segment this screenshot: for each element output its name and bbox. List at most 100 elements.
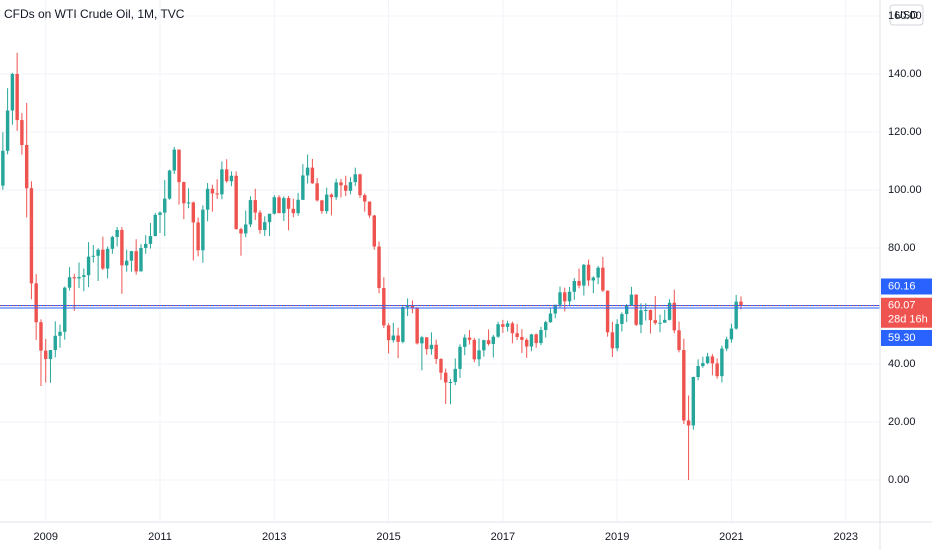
candle-body — [434, 344, 438, 360]
candle-body — [324, 194, 329, 212]
candle-body — [501, 324, 505, 327]
candle-body — [401, 307, 405, 342]
x-tick-label: 2019 — [605, 531, 629, 543]
candle-body — [229, 175, 234, 182]
candle-body — [220, 169, 224, 195]
candle-body — [658, 322, 662, 324]
candle-body — [234, 175, 238, 230]
candle-body — [158, 212, 162, 215]
candle-body — [410, 305, 415, 308]
candle-body — [477, 350, 481, 360]
candle-body — [34, 283, 38, 323]
candle-body — [691, 377, 696, 426]
price-label-bg — [881, 278, 932, 295]
candle-body — [10, 73, 15, 111]
candle-body — [167, 170, 172, 199]
candle-body — [624, 305, 629, 315]
price-label-bg — [881, 329, 932, 346]
candle-body — [148, 236, 153, 244]
candle-body — [415, 307, 419, 344]
candle-body — [591, 277, 596, 281]
candle-body — [420, 337, 424, 344]
candle-body — [463, 337, 467, 347]
candle-body — [620, 314, 624, 324]
candle-body — [124, 260, 129, 266]
candle-body — [301, 175, 305, 200]
candle-body — [586, 264, 591, 281]
candle-body — [377, 246, 381, 288]
y-tick-label: 40.00 — [888, 358, 916, 370]
candle-body — [329, 194, 334, 198]
candle-body — [277, 197, 281, 214]
currency-label[interactable]: USD — [895, 9, 918, 21]
candle-body — [734, 301, 738, 329]
y-tick-label: 120.00 — [888, 126, 922, 138]
candle-body — [601, 267, 605, 291]
candle-body — [472, 339, 476, 360]
candle-body — [205, 188, 210, 210]
candle-body — [20, 120, 24, 145]
candle-body — [482, 340, 486, 351]
currency-button[interactable] — [889, 4, 924, 26]
candle-body — [715, 363, 719, 377]
candle-body — [653, 320, 657, 324]
candle-body — [629, 294, 634, 306]
last-price-label: 60.07 — [888, 300, 916, 312]
candle-body — [339, 182, 343, 186]
candle-body — [563, 292, 567, 302]
candle-body — [210, 188, 215, 194]
candle-body — [182, 182, 186, 204]
plot-area — [0, 0, 880, 522]
candle-body — [139, 247, 143, 272]
candle-body — [120, 229, 124, 266]
candle-body — [263, 222, 267, 230]
candle-body — [567, 291, 572, 302]
candle-body — [258, 212, 262, 230]
candle-body — [372, 215, 376, 247]
candle-body — [739, 301, 743, 306]
candle-body — [105, 248, 110, 269]
x-tick-label: 2009 — [33, 531, 57, 543]
candle-body — [272, 197, 276, 214]
candle-body — [367, 201, 372, 216]
candle-body — [491, 336, 496, 344]
candle-body — [196, 222, 200, 251]
x-tick-label: 2021 — [719, 531, 743, 543]
candle-body — [701, 363, 705, 366]
candle-body — [224, 169, 229, 182]
x-tick-label: 2017 — [491, 531, 515, 543]
candle-body — [177, 149, 181, 183]
candle-body — [315, 183, 319, 201]
candle-body — [239, 229, 243, 234]
candle-body — [24, 145, 29, 189]
candle-body — [610, 332, 615, 349]
candle-body — [15, 73, 19, 121]
x-tick-label: 2023 — [833, 531, 857, 543]
candle-body — [215, 193, 219, 195]
candle-body — [582, 264, 586, 286]
last-price-bg — [881, 297, 932, 328]
candle-body — [310, 167, 315, 184]
candle-body — [358, 174, 362, 196]
candle-body — [44, 350, 48, 360]
candle-body — [553, 304, 557, 314]
candle-body — [163, 198, 167, 213]
candle-body — [558, 292, 562, 305]
y-tick-label: 80.00 — [888, 242, 916, 254]
chart-title: CFDs on WTI Crude Oil, 1M, TVC — [4, 7, 185, 21]
candle-body — [344, 185, 348, 191]
candle-body — [391, 335, 396, 341]
candle-body — [515, 333, 519, 337]
candle-body — [267, 213, 272, 223]
candle-body — [729, 328, 734, 340]
candle-body — [58, 331, 62, 336]
candle-body — [29, 188, 34, 284]
candle-body — [467, 337, 472, 340]
candle-body — [539, 330, 543, 344]
candle-body — [458, 346, 462, 369]
candle-body — [1, 150, 5, 186]
candle-body — [91, 255, 96, 257]
candle-body — [577, 281, 581, 286]
candle-body — [548, 313, 553, 323]
candle-body — [101, 249, 105, 269]
